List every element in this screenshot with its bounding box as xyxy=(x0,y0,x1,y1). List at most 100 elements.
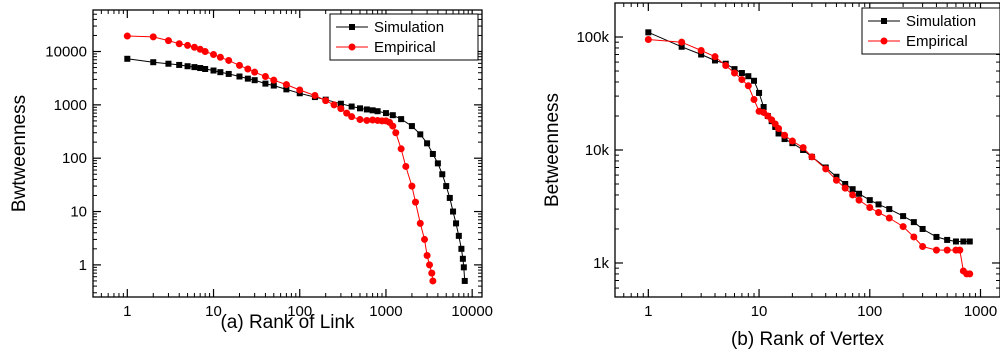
data-point xyxy=(944,236,951,243)
data-point xyxy=(841,184,849,192)
data-point xyxy=(855,196,863,204)
data-point xyxy=(885,214,893,222)
data-point xyxy=(330,101,338,109)
data-point xyxy=(201,48,209,56)
y-tick-label: 1000 xyxy=(54,97,87,114)
data-point xyxy=(421,235,429,243)
data-point xyxy=(270,82,277,89)
data-point xyxy=(910,233,918,241)
plot-frame xyxy=(92,9,483,298)
data-point xyxy=(176,61,183,68)
data-point xyxy=(283,86,290,93)
series-simulation xyxy=(124,55,468,284)
minor-ticks xyxy=(93,10,482,297)
data-point xyxy=(202,66,209,73)
data-point xyxy=(363,116,371,124)
x-tick-label: 10000 xyxy=(451,303,493,320)
data-point xyxy=(722,61,730,69)
data-point xyxy=(348,113,356,121)
data-point xyxy=(833,173,840,180)
data-point xyxy=(244,65,252,73)
series-empirical xyxy=(123,32,437,285)
data-point xyxy=(389,112,396,119)
data-point xyxy=(343,109,351,117)
data-point xyxy=(408,123,415,130)
data-point xyxy=(849,186,856,193)
data-point xyxy=(369,107,376,114)
x-tick-label: 1 xyxy=(123,303,131,320)
data-point xyxy=(788,137,796,145)
data-point xyxy=(849,191,857,199)
data-point xyxy=(337,105,345,113)
data-point xyxy=(460,264,467,271)
data-point xyxy=(175,40,183,48)
data-point xyxy=(123,32,131,40)
data-point xyxy=(164,37,172,45)
data-point xyxy=(731,66,738,73)
data-point xyxy=(210,67,217,74)
data-point xyxy=(397,145,405,153)
data-point xyxy=(446,194,453,201)
data-point xyxy=(296,86,304,94)
series-simulation xyxy=(645,29,973,245)
data-point xyxy=(282,81,290,89)
data-point xyxy=(933,233,940,240)
data-point xyxy=(374,108,381,115)
data-point xyxy=(919,242,927,250)
data-point xyxy=(760,104,767,111)
data-point xyxy=(943,246,951,254)
x-tick-label: 100 xyxy=(287,303,312,320)
data-point xyxy=(866,203,874,211)
data-point xyxy=(429,150,436,157)
data-point xyxy=(150,59,157,66)
data-point xyxy=(900,213,907,220)
data-point xyxy=(261,73,269,81)
data-point xyxy=(808,153,816,161)
data-point xyxy=(781,131,789,139)
y-axis-title: Betweenness xyxy=(542,93,563,207)
y-tick-label: 100k xyxy=(576,29,609,46)
data-point xyxy=(348,103,355,110)
data-point xyxy=(197,65,204,72)
data-point xyxy=(875,208,883,216)
x-tick-label: 100 xyxy=(857,303,882,320)
x-tick-label: 10 xyxy=(205,303,222,320)
data-point xyxy=(428,269,436,277)
data-point xyxy=(184,63,191,70)
data-point xyxy=(270,76,278,84)
data-point xyxy=(392,129,400,137)
data-point xyxy=(426,261,434,269)
data-point xyxy=(356,116,364,124)
data-point xyxy=(357,105,364,112)
y-tick-label: 10k xyxy=(585,142,610,159)
data-point xyxy=(251,77,258,84)
data-point xyxy=(165,60,172,67)
data-point xyxy=(781,136,788,143)
data-point xyxy=(443,183,450,190)
data-point xyxy=(698,51,705,58)
data-point xyxy=(738,76,746,84)
data-point xyxy=(191,64,198,71)
y-tick-label: 10 xyxy=(70,204,87,221)
legend: Simulation Empirical xyxy=(861,7,1000,55)
y-tick-label: 1k xyxy=(593,255,609,272)
legend-marker xyxy=(880,37,888,45)
data-point xyxy=(458,245,465,252)
y-tick-label: 1 xyxy=(79,257,87,274)
data-point xyxy=(363,106,370,113)
data-point xyxy=(408,182,416,190)
minor-ticks xyxy=(615,3,1000,297)
data-point xyxy=(251,68,259,76)
data-point xyxy=(711,57,718,64)
data-point xyxy=(417,131,424,138)
x-tick-label: 1000 xyxy=(964,303,997,320)
y-tick-label: 100 xyxy=(62,150,87,167)
legend-label: Simulation xyxy=(906,13,976,30)
data-point xyxy=(244,75,251,82)
data-point xyxy=(956,246,964,254)
data-point xyxy=(756,89,763,96)
data-point xyxy=(262,80,269,87)
data-point xyxy=(461,277,468,284)
data-point xyxy=(416,219,424,227)
